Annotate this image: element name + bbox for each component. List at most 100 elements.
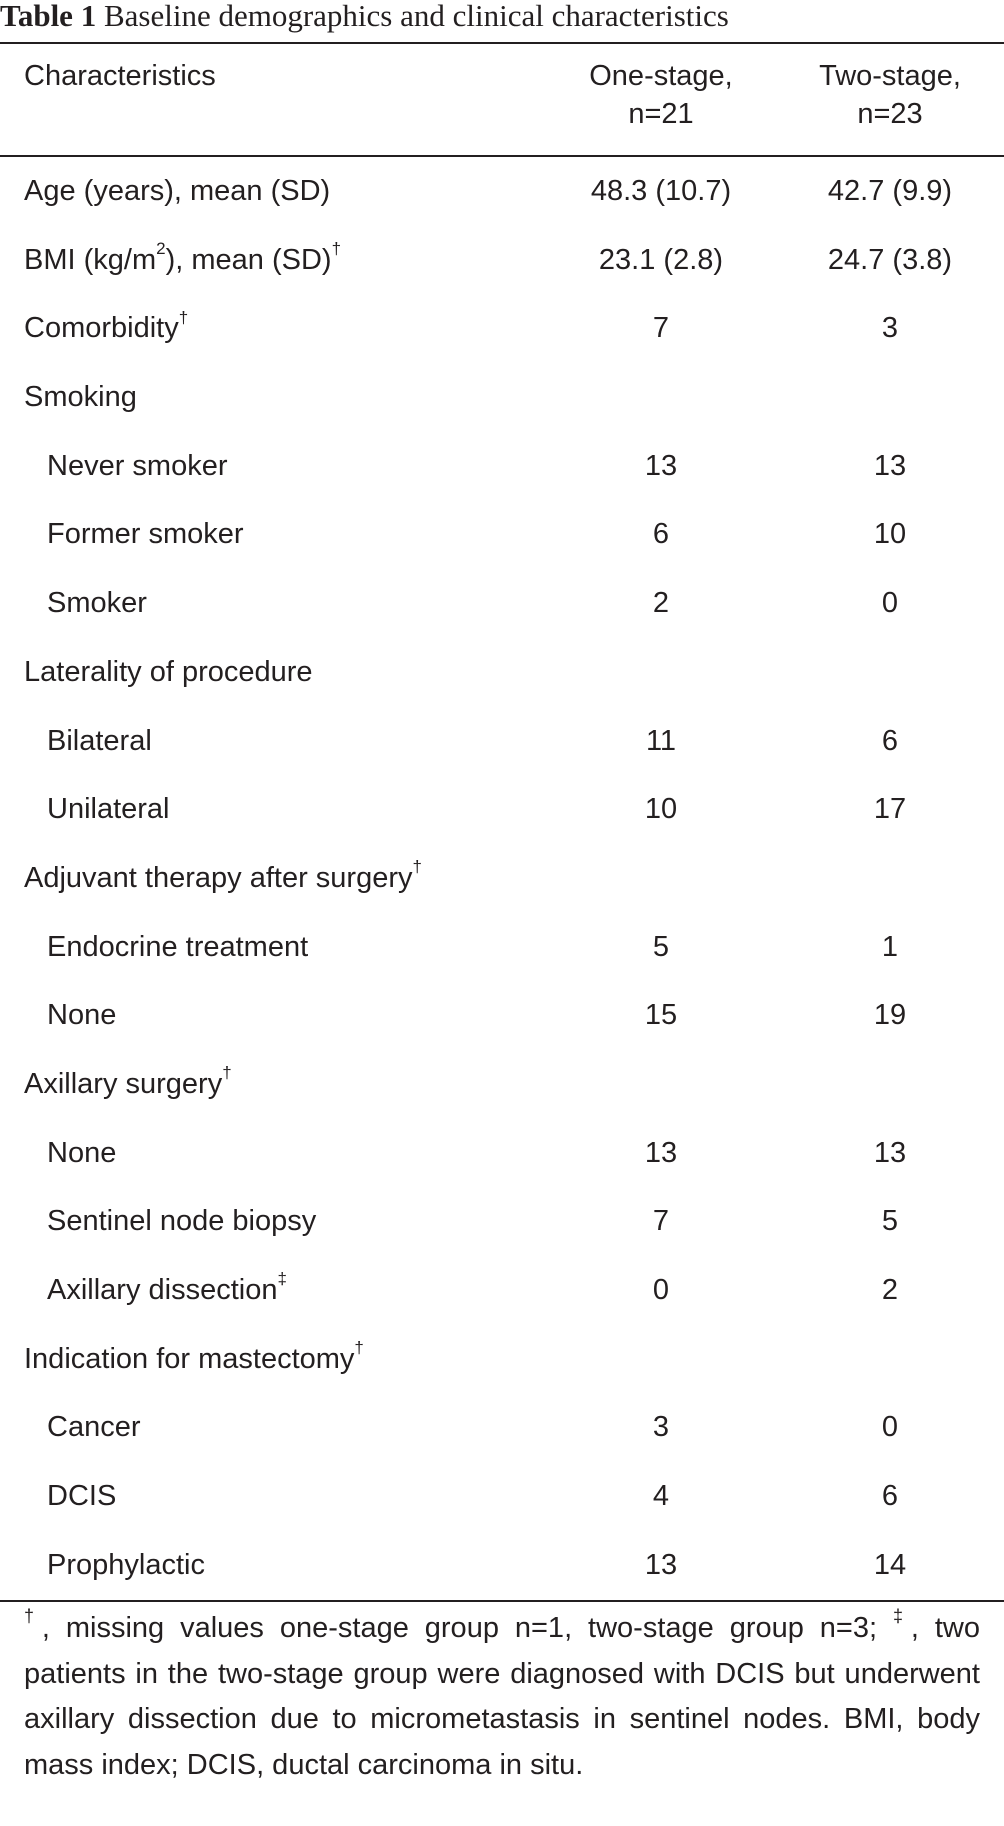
row-value-one-stage: 23.1 (2.8)	[598, 243, 724, 276]
table-row: Bilateral 11 6	[0, 707, 1004, 776]
table-row: Prophylactic 13 14	[0, 1531, 1004, 1600]
header-two-stage-line1: Two-stage,	[819, 60, 961, 92]
row-label: None	[47, 1136, 117, 1169]
row-group-label: Smoking	[24, 381, 137, 414]
footnote-mark: ‡	[277, 1269, 287, 1289]
header-one-stage: One-stage, n=21	[561, 57, 761, 133]
footnote-mark: †	[178, 307, 189, 327]
footnote-mark: †	[331, 239, 342, 259]
table-row: Comorbidity† 7 3	[0, 294, 1004, 363]
row-value-one-stage: 13	[644, 449, 678, 482]
table-row: Cancer 3 0	[0, 1393, 1004, 1462]
row-group-label: Adjuvant therapy after surgery†	[24, 857, 422, 894]
footnote-mark: †	[412, 857, 422, 877]
row-value-two-stage: 1	[881, 930, 899, 963]
row-value-two-stage: 17	[873, 793, 907, 826]
header-one-stage-line1: One-stage,	[589, 60, 733, 92]
row-label: DCIS	[47, 1480, 117, 1513]
bottom-rule	[0, 1600, 1004, 1602]
row-value-one-stage: 7	[652, 1205, 670, 1238]
row-value-two-stage: 42.7 (9.9)	[827, 175, 953, 207]
footnote-mark: †	[222, 1063, 232, 1083]
row-label: Unilateral	[47, 793, 170, 826]
header-two-stage-line2: n=23	[857, 98, 923, 130]
header-characteristics-label: Characteristics	[24, 60, 216, 92]
row-value-two-stage: 0	[881, 1411, 899, 1444]
table-row: Age (years), mean (SD) 48.3 (10.7) 42.7 …	[0, 157, 1004, 226]
squared-superscript: 2	[156, 239, 166, 259]
header-two-stage: Two-stage, n=23	[790, 57, 990, 133]
row-value-two-stage: 0	[881, 587, 899, 620]
row-label: Smoker	[47, 587, 147, 620]
table-row: Smoker 2 0	[0, 569, 1004, 638]
row-value-one-stage: 4	[652, 1480, 670, 1513]
row-value-one-stage: 5	[652, 930, 670, 963]
row-label: Endocrine treatment	[47, 930, 309, 963]
row-label: Former smoker	[47, 518, 244, 551]
row-value-two-stage: 13	[873, 449, 907, 482]
row-value-one-stage: 13	[644, 1136, 678, 1169]
row-label: Age (years), mean (SD)	[24, 175, 331, 207]
row-value-two-stage: 6	[881, 1480, 899, 1513]
table-row: Laterality of procedure	[0, 638, 1004, 707]
row-value-one-stage: 15	[644, 999, 678, 1032]
table-row: Axillary surgery†	[0, 1050, 1004, 1119]
row-label: BMI (kg/m2), mean (SD)†	[24, 239, 342, 276]
row-value-one-stage: 11	[645, 724, 677, 757]
table-caption-label: Table 1	[0, 0, 97, 33]
footnote-dagger: †	[24, 1606, 42, 1627]
row-value-one-stage: 3	[652, 1411, 670, 1444]
row-group-label: Indication for mastectomy†	[24, 1338, 364, 1375]
row-group-label: Laterality of procedure	[24, 655, 313, 688]
top-rule	[0, 42, 1004, 44]
table-row: Adjuvant therapy after surgery†	[0, 844, 1004, 913]
table-footnote: †, missing values one-stage group n=1, t…	[24, 1606, 980, 1826]
row-value-two-stage: 2	[881, 1274, 899, 1306]
table-caption-title: Baseline demographics and clinical chara…	[103, 0, 729, 33]
row-value-two-stage: 24.7 (3.8)	[827, 243, 953, 276]
row-value-two-stage: 13	[873, 1136, 907, 1169]
row-label: Comorbidity†	[24, 307, 189, 345]
row-label: Prophylactic	[47, 1548, 205, 1581]
row-value-two-stage: 6	[881, 724, 899, 757]
row-value-one-stage: 10	[644, 793, 678, 826]
footnote-double-dagger: ‡	[892, 1606, 911, 1627]
table-row: Indication for mastectomy†	[0, 1325, 1004, 1394]
row-value-one-stage: 0	[652, 1274, 670, 1306]
row-group-label: Axillary surgery†	[24, 1063, 232, 1100]
table-row: Smoking	[0, 363, 1004, 432]
header-characteristics: Characteristics	[24, 57, 216, 95]
row-value-one-stage: 7	[652, 312, 670, 345]
row-value-two-stage: 10	[873, 518, 907, 551]
footnote-mark: †	[354, 1338, 364, 1358]
row-value-one-stage: 48.3 (10.7)	[590, 175, 732, 207]
row-value-one-stage: 13	[644, 1548, 678, 1581]
row-label: Cancer	[47, 1411, 141, 1444]
row-label: None	[47, 999, 117, 1032]
row-value-two-stage: 14	[873, 1548, 907, 1581]
table-row: Axillary dissection‡ 0 2	[0, 1256, 1004, 1325]
table-row: None 15 19	[0, 981, 1004, 1050]
table-caption: Table 1 Baseline demographics and clinic…	[0, 0, 729, 38]
row-label: Never smoker	[47, 449, 228, 482]
row-value-two-stage: 5	[881, 1205, 899, 1238]
table-row: Former smoker 6 10	[0, 500, 1004, 569]
row-label: Sentinel node biopsy	[47, 1205, 317, 1238]
row-value-one-stage: 6	[652, 518, 670, 551]
footnote-text-1: , missing values one-stage group n=1, tw…	[41, 1612, 893, 1644]
header-one-stage-line2: n=21	[628, 98, 694, 130]
table-row: Never smoker 13 13	[0, 432, 1004, 501]
footnote-text-2: , two patients in the two-stage group we…	[24, 1612, 980, 1781]
row-value-one-stage: 2	[652, 587, 670, 620]
table-row: Unilateral 10 17	[0, 775, 1004, 844]
table-row: Endocrine treatment 5 1	[0, 913, 1004, 982]
table-row: Sentinel node biopsy 7 5	[0, 1187, 1004, 1256]
row-value-two-stage: 19	[873, 999, 907, 1032]
row-label: Bilateral	[47, 724, 152, 757]
header-rule	[0, 155, 1004, 157]
row-value-two-stage: 3	[881, 312, 899, 345]
table-body: Age (years), mean (SD) 48.3 (10.7) 42.7 …	[0, 157, 1004, 1599]
table-row: DCIS 4 6	[0, 1462, 1004, 1531]
table-header: Characteristics One-stage, n=21 Two-stag…	[0, 44, 1004, 154]
